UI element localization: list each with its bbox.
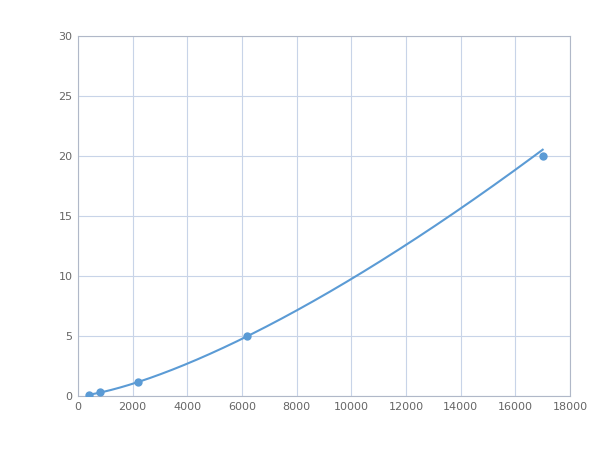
Point [242, 333, 252, 340]
Point [133, 378, 143, 385]
Point [84, 391, 94, 398]
Point [538, 153, 547, 160]
Point [95, 389, 104, 396]
